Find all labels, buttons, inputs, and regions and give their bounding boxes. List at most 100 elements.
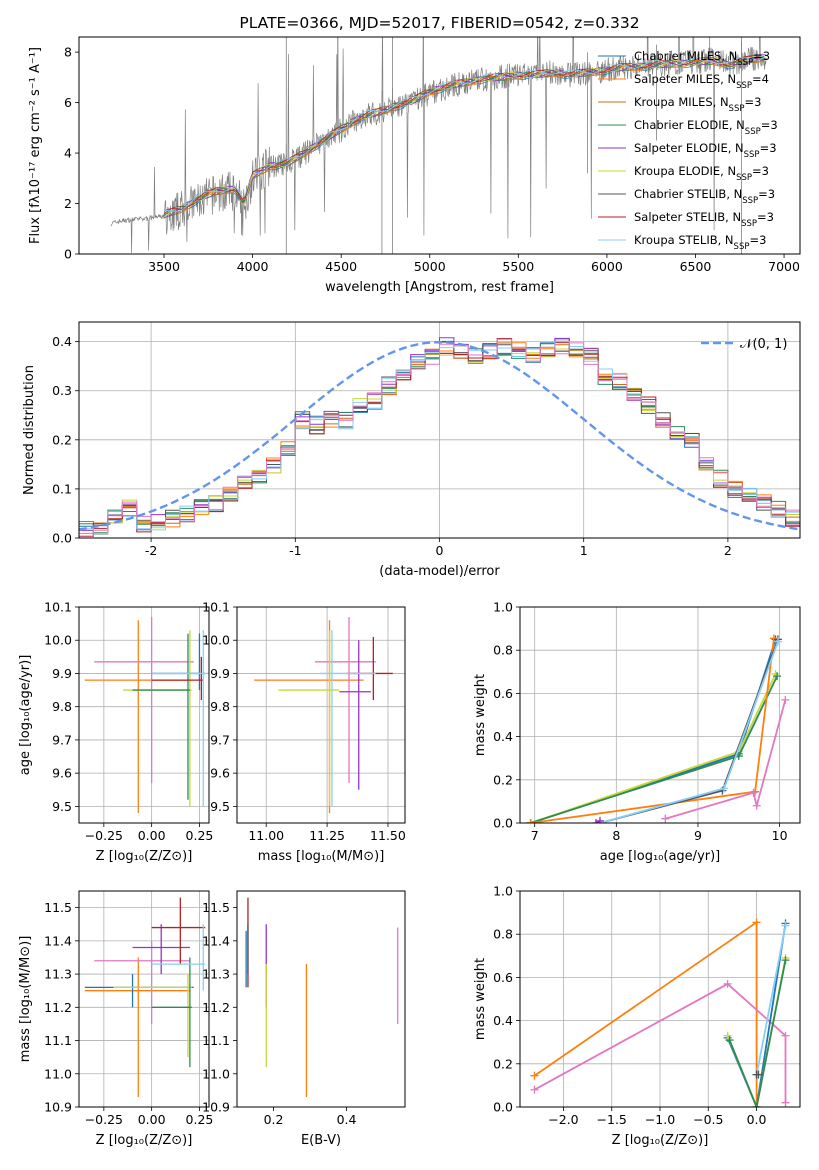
y-axis-label: mass weight [473, 958, 488, 1040]
y-tick-label: 0.1 [52, 481, 72, 496]
y-tick-label: 10.0 [202, 633, 230, 648]
x-tick-label: −0.25 [85, 1112, 123, 1127]
axes-frame [519, 606, 801, 824]
y-tick-label: 1.0 [493, 600, 513, 615]
model-fit-line [163, 55, 766, 212]
y-tick-label: 10.1 [202, 600, 230, 615]
axes-frame [78, 606, 210, 824]
legend-label: Salpeter MILES, NSSP=4 [634, 72, 769, 91]
y-tick-label: 0.6 [493, 686, 513, 701]
mass-weight-marker [773, 637, 782, 646]
legend-sub: SSP [737, 58, 753, 68]
y-tick-label: 0.4 [52, 334, 72, 349]
y-tick-label: 0.4 [493, 729, 513, 744]
mass-weight-line [599, 641, 779, 823]
panel-massweight_vs_age: 7 8 9 10 0.0 0.2 0.4 0.6 0.8 1.0 age [log₁₀(age/yr… [473, 600, 801, 864]
x-axis-label: age [log₁₀(age/yr)] [600, 849, 721, 864]
mass-weight-marker [773, 672, 782, 681]
x-tick-label: 8 [612, 828, 620, 843]
legend-tail: =3 [758, 187, 775, 201]
mass-weight-marker [781, 695, 790, 704]
legend-label: Kroupa MILES, NSSP=3 [634, 95, 761, 114]
mass-weight-marker [781, 1098, 790, 1107]
x-axis-label: Z [log₁₀(Z/Z⊙)] [96, 849, 193, 864]
x-tick-label: 0 [436, 543, 444, 558]
grid-massweight_vs_age [520, 606, 800, 824]
grid-age_vs_mass [237, 606, 405, 823]
y-tick-label: 9.9 [210, 666, 230, 681]
y-tick-label: 10.1 [44, 600, 72, 615]
legend-sub: SSP [744, 150, 760, 160]
y-tick-label: 0.2 [493, 1056, 513, 1071]
y-axis-label: age [log₁₀(age/yr)] [18, 655, 33, 776]
x-tick-label: 9 [694, 828, 702, 843]
y-tick-label: 2 [64, 196, 72, 211]
mass-weight-line [755, 925, 787, 1075]
y-tick-label: 0.8 [493, 643, 513, 658]
plot-area-mass_vs_Z [84, 897, 206, 1098]
mass-weight-marker [526, 819, 535, 823]
legend-tail: =3 [760, 141, 777, 155]
residual-histogram [79, 338, 800, 538]
x-tick-label: 7000 [768, 259, 800, 274]
ticks-spectrum: 3500 4000 4500 5000 5500 6000 6500 7000 0 2 4 6 8 [64, 45, 800, 274]
mass-weight-marker [752, 918, 761, 927]
y-axis-label: Normed distribution [22, 365, 37, 495]
plot-area-age_vs_Z [84, 616, 209, 814]
legend-tail: =3 [744, 95, 761, 109]
x-tick-label: 0.2 [264, 1112, 284, 1127]
model-fit-line [164, 58, 766, 215]
x-tick-label: −1.5 [597, 1112, 627, 1127]
legend-label: Kroupa STELIB, NSSP=3 [634, 233, 766, 252]
x-tick-label: 0.0 [747, 1112, 767, 1127]
mass-weight-marker [725, 1036, 734, 1045]
panel-massweight_vs_Z: −2.0 −1.5 −1.0 −0.5 0.0 0.0 0.2 0.4 0.6 0.8 1.0 Z [… [473, 884, 801, 1148]
legend-name: Salpeter ELODIE, N [634, 141, 744, 155]
plot-area-spectrum [110, 37, 767, 254]
x-tick-label: -1 [289, 543, 301, 558]
mass-weight-marker [530, 1071, 539, 1080]
legend-name: Chabrier STELIB, N [634, 187, 742, 201]
y-tick-label: 8 [64, 45, 72, 60]
y-tick-label: 11.2 [44, 1000, 72, 1015]
x-axis-label: Z [log₁₀(Z/Z⊙)] [612, 1133, 709, 1148]
x-axis-label: (data-model)/error [379, 564, 500, 579]
mass-weight-line [530, 639, 777, 823]
x-tick-label: 0.00 [138, 828, 166, 843]
y-tick-label: 11.3 [44, 967, 72, 982]
mass-weight-marker [596, 816, 604, 823]
normal-curve [79, 340, 800, 531]
legend-label: Chabrier STELIB, NSSP=3 [634, 187, 775, 206]
x-tick-label: 7 [531, 828, 539, 843]
y-tick-label: 9.8 [52, 699, 72, 714]
mass-weight-marker [781, 921, 790, 930]
legend-tail: =3 [749, 233, 766, 247]
observed-spectrum [110, 37, 767, 253]
mass-weight-line [533, 920, 758, 1107]
y-tick-label: 0.0 [493, 816, 513, 831]
mass-weight-marker [752, 801, 761, 810]
x-tick-label: 6500 [680, 259, 712, 274]
x-tick-label: 0.4 [337, 1112, 357, 1127]
legend-name: Kroupa ELODIE, N [634, 164, 736, 178]
y-tick-label: 11.5 [202, 900, 230, 915]
x-tick-label: 11.25 [309, 828, 345, 843]
legend-sub: SSP [736, 81, 752, 91]
x-tick-label: −0.25 [85, 828, 123, 843]
legend-label: Salpeter STELIB, NSSP=3 [634, 210, 774, 229]
x-tick-label: −1.0 [645, 1112, 675, 1127]
ticks-residuals: -2 -1 0 1 2 0.0 0.1 0.2 0.3 0.4 [52, 334, 732, 558]
x-axis-label: wavelength [Angstrom, rest frame] [325, 280, 554, 295]
legend-tail: =3 [757, 210, 774, 224]
y-tick-label: 0.2 [493, 772, 513, 787]
mass-weight-marker [720, 784, 729, 793]
axes-frame [78, 321, 801, 539]
plot-area-age_vs_mass [254, 616, 393, 814]
legend-sub: SSP [736, 173, 752, 183]
legend-sub: SSP [742, 196, 758, 206]
mass-weight-marker [751, 787, 760, 796]
y-tick-label: 10.0 [44, 633, 72, 648]
plot-area-residuals [79, 337, 800, 538]
y-tick-label: 9.7 [210, 732, 230, 747]
